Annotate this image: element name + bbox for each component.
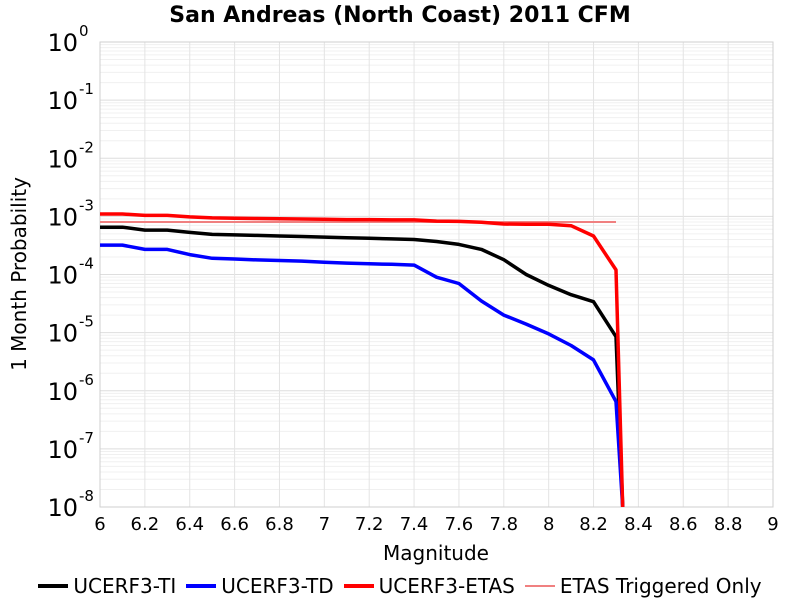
y-tick-label: 10 — [47, 494, 78, 522]
y-tick-label: 10 — [47, 378, 78, 406]
x-tick-label: 7.8 — [489, 514, 518, 535]
y-tick-label: 10 — [47, 262, 78, 290]
legend-label: UCERF3-TI — [73, 574, 177, 598]
x-tick-label: 8.4 — [624, 514, 653, 535]
y-tick-exponent: -7 — [79, 429, 94, 447]
series-line-ucerf3-td — [100, 243, 625, 507]
legend-label: UCERF3-TD — [221, 574, 334, 598]
legend-swatch — [38, 584, 69, 588]
x-tick-label: 6.8 — [265, 514, 294, 535]
legend-label: ETAS Triggered Only — [559, 574, 762, 598]
y-tick-exponent: -8 — [79, 487, 94, 505]
grid — [99, 41, 774, 508]
x-tick-label: 9 — [767, 514, 778, 535]
x-tick-label: 8.6 — [669, 514, 698, 535]
legend-item-ucerf3-etas: UCERF3-ETAS — [343, 574, 515, 598]
y-tick-exponent: -1 — [79, 80, 94, 98]
x-tick-label: 8 — [543, 514, 554, 535]
legend-item-etas-triggered-only: ETAS Triggered Only — [524, 574, 762, 598]
legend-label: UCERF3-ETAS — [378, 574, 515, 598]
legend-swatch — [343, 584, 374, 588]
x-tick-label: 7.6 — [445, 514, 474, 535]
y-tick-label: 10 — [47, 29, 78, 57]
x-tick-label: 7.4 — [400, 514, 429, 535]
y-tick-label: 10 — [47, 145, 78, 173]
series-line-ucerf3-etas — [100, 212, 625, 507]
y-tick-label: 10 — [47, 436, 78, 464]
y-tick-exponent: 0 — [79, 22, 89, 40]
chart-title: San Andreas (North Coast) 2011 CFM — [169, 3, 630, 28]
y-axis-label: 1 Month Probability — [7, 177, 31, 371]
y-tick-exponent: -4 — [79, 255, 94, 273]
x-tick-label: 8.8 — [714, 514, 743, 535]
y-tick-exponent: -2 — [79, 138, 94, 156]
y-tick-label: 10 — [47, 320, 78, 348]
legend-swatch — [186, 584, 217, 588]
x-tick-label: 7 — [319, 514, 330, 535]
x-tick-label: 6.2 — [131, 514, 160, 535]
x-axis-ticks: 6 6.2 6.4 6.6 6.8 7 7.2 7.4 7.6 7.8 8 8.2 8.4 8.6 8.8 9 — [94, 514, 778, 535]
x-axis-label: Magnitude — [383, 541, 489, 565]
plot-area — [99, 41, 774, 508]
x-tick-label: 7.2 — [355, 514, 384, 535]
y-tick-exponent: -6 — [79, 371, 94, 389]
legend-swatch — [524, 585, 555, 587]
legend-item-ucerf3-td: UCERF3-TD — [186, 574, 334, 598]
legend: UCERF3-TI UCERF3-TD UCERF3-ETAS ETAS Trigge… — [0, 573, 800, 599]
y-tick-exponent: -5 — [79, 313, 94, 331]
x-tick-label: 8.2 — [579, 514, 608, 535]
y-tick-label: 10 — [47, 203, 78, 231]
x-tick-label: 6.6 — [220, 514, 249, 535]
y-tick-exponent: -3 — [79, 196, 94, 214]
series-layer — [100, 212, 625, 507]
y-tick-label: 10 — [47, 87, 78, 115]
series-line-ucerf3-ti — [100, 225, 625, 507]
legend-item-ucerf3-ti: UCERF3-TI — [38, 574, 176, 598]
x-tick-label: 6.4 — [175, 514, 204, 535]
x-tick-label: 6 — [94, 514, 105, 535]
